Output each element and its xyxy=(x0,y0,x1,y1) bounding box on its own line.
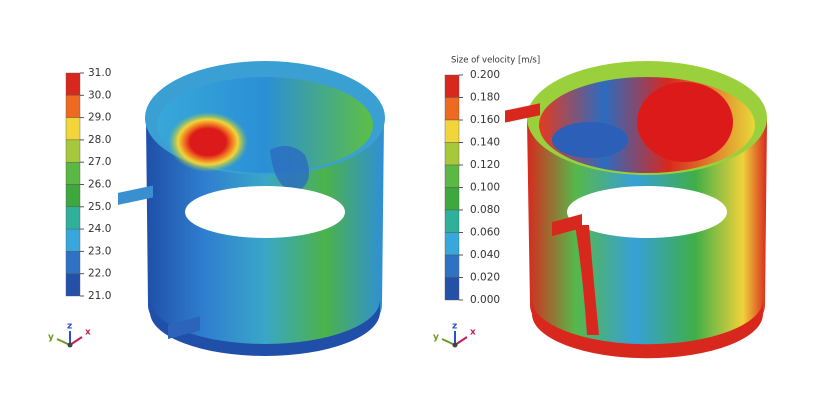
axis-origin xyxy=(452,342,458,348)
temperature-model xyxy=(118,61,385,356)
legend-label: 22.0 xyxy=(88,268,111,280)
legend-label: 0.180 xyxy=(470,92,500,104)
legend-label: 21.0 xyxy=(88,290,111,302)
legend-title: Size of velocity [m/s] xyxy=(451,56,540,66)
legend-label: 29.0 xyxy=(88,112,111,124)
axis-label-z: z xyxy=(67,322,72,332)
legend-label: 23.0 xyxy=(88,245,111,257)
legend-swatch xyxy=(444,97,460,121)
legend-label: 0.000 xyxy=(470,294,500,306)
legend-swatch xyxy=(65,95,81,118)
legend-swatch xyxy=(444,164,460,188)
legend-label: 26.0 xyxy=(88,179,111,191)
axis-label-y: y xyxy=(48,333,54,343)
legend-swatch xyxy=(444,142,460,166)
legend-swatch xyxy=(444,74,460,98)
axis-label-x: x xyxy=(470,328,476,338)
legend-label: 31.0 xyxy=(88,67,111,79)
legend-swatch xyxy=(444,277,460,301)
axis-label-x: x xyxy=(85,328,91,338)
legend-label: 0.120 xyxy=(470,159,500,171)
legend-label: 0.100 xyxy=(470,182,500,194)
legend-swatch xyxy=(65,117,81,141)
legend-swatch xyxy=(65,206,81,230)
legend-swatch xyxy=(65,251,81,274)
legend-label: 0.020 xyxy=(470,272,500,284)
legend-label: 24.0 xyxy=(88,223,111,235)
legend-swatch xyxy=(444,209,460,233)
legend-swatch xyxy=(444,254,460,278)
legend-label: 30.0 xyxy=(88,89,111,101)
legend-label: 28.0 xyxy=(88,134,111,146)
legend-swatch xyxy=(444,119,460,143)
legend-swatch xyxy=(65,161,81,185)
legend-swatch xyxy=(65,139,81,163)
legend-label: 0.140 xyxy=(470,137,500,149)
legend-label: 27.0 xyxy=(88,156,111,168)
axis-label-z: z xyxy=(452,322,457,332)
legend-label: 0.060 xyxy=(470,227,500,239)
legend-label: 0.200 xyxy=(470,69,500,81)
legend-label: 0.080 xyxy=(470,204,500,216)
legend-label: 0.040 xyxy=(470,249,500,261)
legend-swatch xyxy=(65,273,81,297)
axis-label-y: y xyxy=(433,333,439,343)
axis-origin xyxy=(67,342,73,348)
legend-label: 25.0 xyxy=(88,201,111,213)
legend-swatch xyxy=(65,184,81,207)
velocity-model xyxy=(505,61,767,359)
legend-swatch xyxy=(65,72,81,96)
legend-swatch xyxy=(444,232,460,256)
legend-swatch xyxy=(65,228,81,252)
legend-swatch xyxy=(444,187,460,211)
legend-label: 0.160 xyxy=(470,114,500,126)
